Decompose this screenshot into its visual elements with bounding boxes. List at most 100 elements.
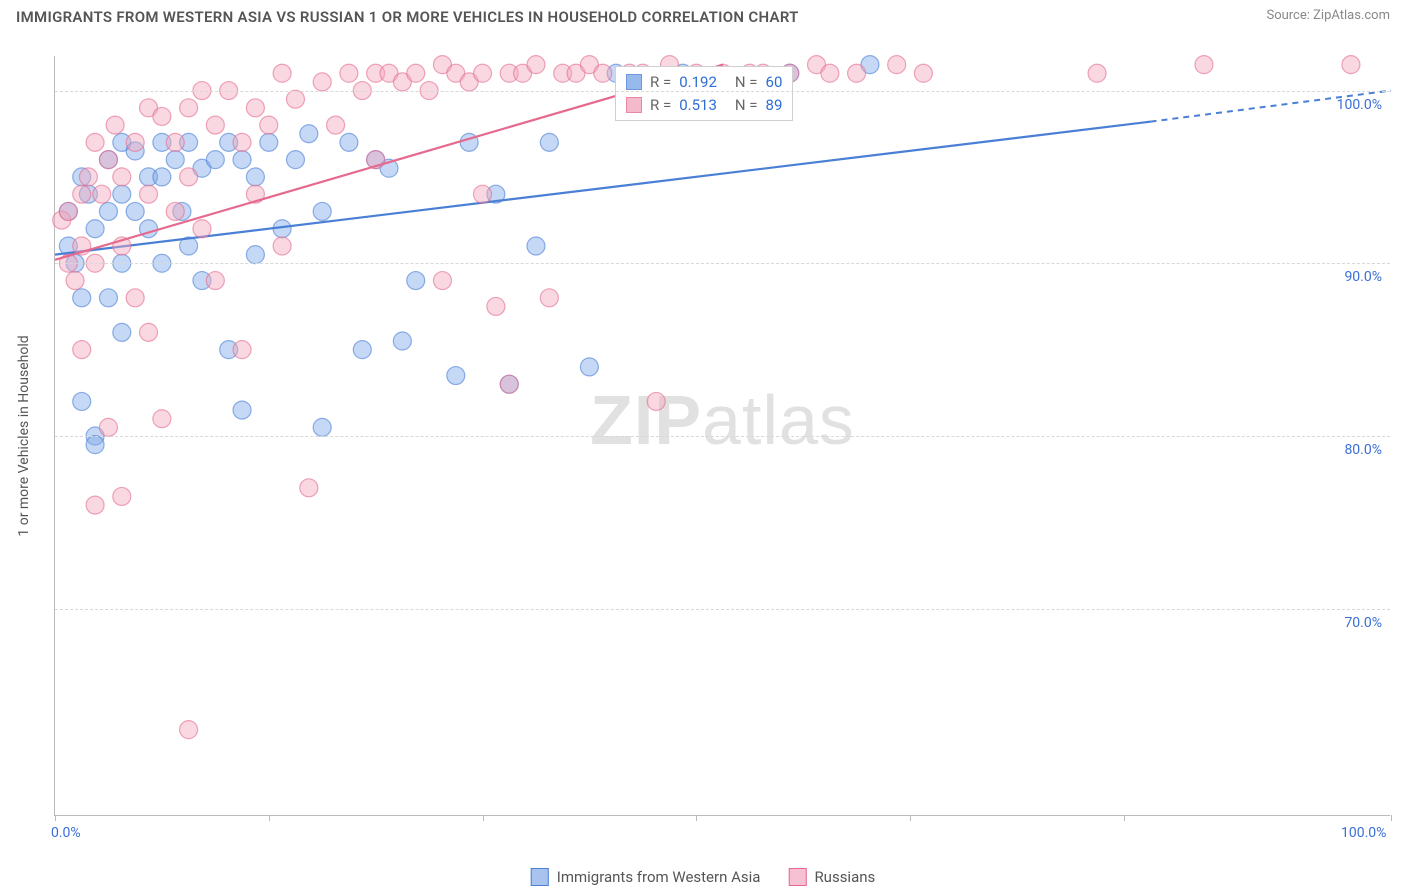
scatter-point: [821, 64, 839, 82]
legend-swatch: [788, 868, 806, 886]
scatter-point: [300, 479, 318, 497]
scatter-point: [99, 418, 117, 436]
chart-header: IMMIGRANTS FROM WESTERN ASIA VS RUSSIAN …: [0, 0, 1406, 30]
x-tick: [55, 815, 56, 821]
scatter-point: [340, 64, 358, 82]
scatter-point: [313, 418, 331, 436]
scatter-point: [180, 99, 198, 117]
scatter-point: [66, 272, 84, 290]
scatter-point: [273, 64, 291, 82]
y-tick-label: 70.0%: [1344, 615, 1382, 631]
scatter-point: [1342, 56, 1360, 74]
stats-row: R = 0.513 N = 89: [626, 94, 782, 117]
gridline: [55, 436, 1390, 437]
scatter-point: [647, 392, 665, 410]
scatter-point: [106, 116, 124, 134]
chart-source: Source: ZipAtlas.com: [1266, 8, 1390, 23]
scatter-point: [1195, 56, 1213, 74]
scatter-point: [540, 289, 558, 307]
stats-r-label: R =: [650, 94, 671, 117]
x-tick: [696, 815, 697, 821]
scatter-point: [580, 358, 598, 376]
scatter-point: [246, 168, 264, 186]
plot-area: ZIPatlas R =0.192N =60R =0.513N =89 70.0…: [54, 56, 1390, 816]
scatter-point: [113, 185, 131, 203]
scatter-point: [206, 116, 224, 134]
gridline: [55, 609, 1390, 610]
scatter-point: [848, 64, 866, 82]
stats-n-label: N =: [735, 94, 758, 117]
scatter-point: [166, 202, 184, 220]
scatter-point: [474, 64, 492, 82]
x-tick-label: 100.0%: [1341, 825, 1386, 841]
scatter-point: [353, 341, 371, 359]
scatter-point: [206, 272, 224, 290]
scatter-point: [327, 116, 345, 134]
scatter-point: [340, 133, 358, 151]
scatter-point: [126, 202, 144, 220]
scatter-point: [99, 202, 117, 220]
scatter-point: [594, 64, 612, 82]
scatter-point: [447, 367, 465, 385]
scatter-point: [73, 341, 91, 359]
scatter-point: [273, 237, 291, 255]
scatter-point: [73, 185, 91, 203]
legend-swatch: [531, 868, 549, 886]
scatter-point: [73, 289, 91, 307]
scatter-point: [914, 64, 932, 82]
gridline: [55, 263, 1390, 264]
scatter-point: [1088, 64, 1106, 82]
scatter-point: [113, 323, 131, 341]
scatter-point: [407, 64, 425, 82]
y-tick-label: 100.0%: [1337, 97, 1382, 113]
scatter-point: [86, 133, 104, 151]
legend-swatch: [626, 97, 642, 113]
scatter-point: [99, 289, 117, 307]
scatter-point: [140, 185, 158, 203]
scatter-point: [246, 246, 264, 264]
y-axis-title: 1 or more Vehicles in Household: [16, 335, 32, 536]
scatter-point: [540, 133, 558, 151]
scatter-point: [86, 220, 104, 238]
x-tick: [1124, 815, 1125, 821]
chart-title: IMMIGRANTS FROM WESTERN ASIA VS RUSSIAN …: [16, 8, 799, 26]
x-tick-label: 0.0%: [51, 825, 81, 841]
scatter-point: [246, 99, 264, 117]
legend-label: Immigrants from Western Asia: [557, 868, 761, 886]
legend-item: Russians: [788, 868, 875, 886]
scatter-point: [206, 151, 224, 169]
scatter-point: [126, 289, 144, 307]
scatter-point: [86, 496, 104, 514]
x-tick: [269, 815, 270, 821]
scatter-point: [113, 487, 131, 505]
scatter-point: [73, 392, 91, 410]
scatter-point: [313, 73, 331, 91]
scatter-point: [500, 375, 518, 393]
scatter-point: [233, 151, 251, 169]
legend-swatch: [626, 74, 642, 90]
scatter-point: [193, 220, 211, 238]
scatter-point: [260, 133, 278, 151]
scatter-point: [166, 133, 184, 151]
scatter-point: [433, 272, 451, 290]
legend-label: Russians: [814, 868, 875, 886]
scatter-point: [153, 410, 171, 428]
scatter-point: [407, 272, 425, 290]
scatter-point: [474, 185, 492, 203]
legend-item: Immigrants from Western Asia: [531, 868, 761, 886]
plot-container: 1 or more Vehicles in Household ZIPatlas…: [42, 56, 1390, 816]
stats-r-value: 0.513: [679, 94, 717, 117]
scatter-point: [126, 133, 144, 151]
x-tick: [1391, 815, 1392, 821]
scatter-point: [286, 90, 304, 108]
scatter-point: [393, 332, 411, 350]
scatter-point: [233, 341, 251, 359]
y-tick-label: 80.0%: [1344, 442, 1382, 458]
y-tick-label: 90.0%: [1344, 269, 1382, 285]
scatter-point: [233, 401, 251, 419]
scatter-point: [260, 116, 278, 134]
stats-n-value: 89: [766, 94, 783, 117]
stats-box: R =0.192N =60R =0.513N =89: [615, 66, 793, 121]
scatter-point: [527, 56, 545, 74]
scatter-point: [153, 168, 171, 186]
